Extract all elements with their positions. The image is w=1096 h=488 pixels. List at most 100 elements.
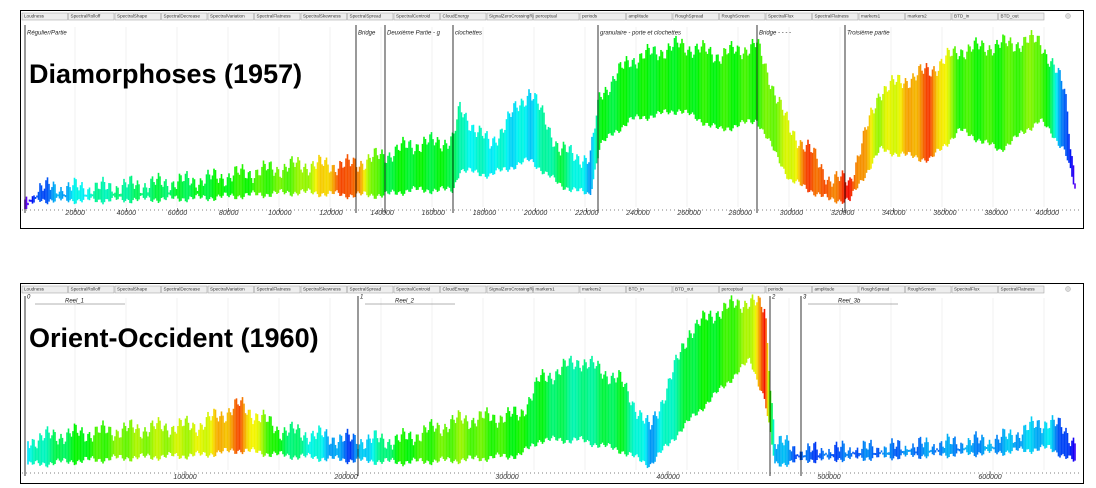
tab-label: SpectralVariation [210, 287, 245, 292]
tab-label: markers2 [582, 287, 602, 292]
tab [347, 12, 394, 21]
tab-label: RoughScreen [722, 14, 751, 19]
tab-label: SpectralRolloff [71, 287, 102, 292]
tab [161, 12, 208, 21]
tab [533, 285, 580, 294]
tab-label: amplitude [815, 287, 835, 292]
tab [254, 285, 301, 294]
marker-label: clochettes [455, 31, 482, 37]
tick-label: 240000 [625, 210, 649, 217]
tab [161, 285, 208, 294]
tick-label: 300000 [495, 474, 518, 481]
tab-label: SpectralShape [117, 14, 148, 19]
tab-label: SpectralRolloff [71, 14, 102, 19]
tab-label: SpectralFlatness [815, 14, 850, 19]
tab-label: perceptual [722, 287, 743, 292]
tab-label: perceptual [536, 14, 557, 19]
tab-label: SpectralDecrease [164, 14, 201, 19]
tab-label: SpectralFlatness [1001, 287, 1036, 292]
tab [533, 12, 580, 21]
tick-label: 380000 [984, 210, 1007, 217]
tab-label: SpectralDecrease [164, 287, 201, 292]
tab [765, 285, 812, 294]
tick-label: 400000 [656, 474, 679, 481]
tab-label: BTD_out [1001, 14, 1020, 19]
tab-label: SpectralCentroid [396, 14, 431, 19]
tick-label: 400000 [1036, 210, 1059, 217]
tab [998, 12, 1045, 21]
tab [393, 285, 440, 294]
tab-label: BTD_in [954, 14, 970, 19]
tab-label: SpectralFlatness [257, 14, 292, 19]
tab [719, 12, 766, 21]
tab [207, 12, 254, 21]
tab-label: SpectralFlatness [257, 287, 292, 292]
tab-label: Loudness [24, 287, 45, 292]
marker-label: Deuxième Partie - g [387, 31, 441, 37]
tab-label: SpectralSkewness [303, 287, 341, 292]
tab [905, 12, 952, 21]
tab [486, 285, 533, 294]
marker-label: Bridge [358, 31, 376, 37]
tick-label: 120000 [319, 210, 342, 217]
tab-label: periods [768, 287, 784, 292]
tick-label: 280000 [728, 210, 752, 217]
tab [68, 12, 115, 21]
tab [998, 285, 1045, 294]
tick-label: 300000 [780, 210, 803, 217]
window-button [1065, 13, 1071, 19]
tick-label: 80000 [219, 210, 239, 217]
marker-label: 1 [360, 295, 363, 301]
tab [858, 285, 905, 294]
marker-label: Bridge - - - - [759, 31, 791, 37]
marker-label: granulaire - porte et clochettes [600, 31, 681, 37]
tab [254, 12, 301, 21]
tick-label: 40000 [117, 210, 137, 217]
tab [579, 12, 626, 21]
tick-label: 60000 [168, 210, 188, 217]
tab-label: RoughSpread [675, 14, 704, 19]
tab-label: SpectralVariation [210, 14, 245, 19]
tab [812, 285, 859, 294]
tab [951, 12, 998, 21]
tab-label: SpectralCentroid [396, 287, 431, 292]
tab [440, 285, 487, 294]
tick-label: 360000 [933, 210, 956, 217]
tab [486, 12, 533, 21]
tab-label: markers2 [908, 14, 928, 19]
tab [812, 12, 859, 21]
tick-label: 100000 [173, 474, 196, 481]
marker-label: Régulier/Partie [27, 31, 67, 37]
tab-label: markers1 [861, 14, 881, 19]
reel-label: Reel_3b [838, 299, 861, 305]
panel-title: Orient-Occident (1960) [29, 323, 319, 353]
tick-label: 200000 [333, 474, 357, 481]
tab [579, 285, 626, 294]
tab [765, 12, 812, 21]
tab-label: Loudness [24, 14, 45, 19]
tab-label: BTD_in [629, 287, 645, 292]
tab [626, 285, 673, 294]
tick-label: 200000 [523, 210, 547, 217]
tick-label: 500000 [817, 474, 840, 481]
marker-label: 0 [27, 295, 31, 301]
tab [672, 285, 719, 294]
tick-label: 220000 [574, 210, 598, 217]
tick-label: 100000 [268, 210, 291, 217]
tab-label: CloudEnergy [443, 287, 470, 292]
tab [300, 12, 347, 21]
reel-label: Reel_2 [395, 299, 415, 305]
tick-label: 180000 [473, 210, 496, 217]
window-button [1065, 286, 1071, 292]
tab [951, 285, 998, 294]
tab-label: BTD_out [675, 287, 694, 292]
tab [719, 285, 766, 294]
tab-label: amplitude [629, 14, 649, 19]
tab-label: SpectralSkewness [303, 14, 341, 19]
tab [440, 12, 487, 21]
tab [300, 285, 347, 294]
tab [21, 285, 68, 294]
tick-label: 260000 [676, 210, 700, 217]
marker-label: 3 [803, 295, 807, 301]
